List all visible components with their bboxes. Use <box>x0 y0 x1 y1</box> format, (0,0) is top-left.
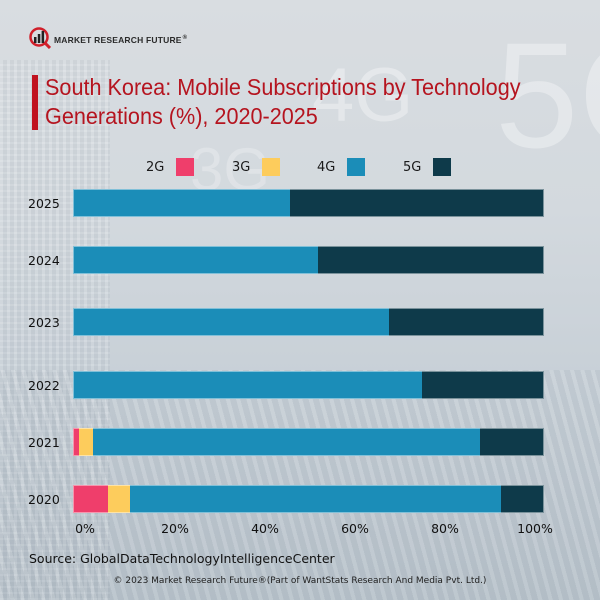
brand-logo: MARKET RESEARCH FUTURE® <box>29 27 188 50</box>
y-tick-label: 2023 <box>28 315 60 330</box>
bar-segment-2021-3g <box>79 428 94 456</box>
legend-item-4g: 4G <box>317 158 366 176</box>
bar-segment-2025-4g <box>73 189 290 217</box>
bar-segment-2023-4g <box>73 308 389 336</box>
legend-item-3g: 3G <box>232 158 281 176</box>
x-tick-label: 20% <box>161 521 189 536</box>
chart-legend: 2G 3G 4G 5G <box>0 158 600 178</box>
legend-label: 4G <box>317 159 336 175</box>
bar-segment-2022-4g <box>73 371 422 399</box>
source-note: Source: GlobalDataTechnologyIntelligence… <box>29 551 335 566</box>
x-tick-label: 60% <box>341 521 369 536</box>
background-5g-text: 5G <box>495 11 600 179</box>
bar-segment-2021-5g <box>479 428 544 456</box>
bar-segment-2020-2g <box>73 485 108 513</box>
bar-segment-2022-5g <box>421 371 544 399</box>
legend-item-5g: 5G <box>403 158 452 176</box>
bar-segment-2021-2g <box>73 428 80 456</box>
chart-title: South Korea: Mobile Subscriptions by Tec… <box>45 74 521 129</box>
bar-segment-2021-4g <box>93 428 480 456</box>
title-accent-bar <box>32 75 38 130</box>
copyright-note: © 2023 Market Research Future®(Part of W… <box>113 576 487 586</box>
x-tick-label: 80% <box>431 521 459 536</box>
y-tick-label: 2020 <box>28 492 60 507</box>
bar-segment-2023-5g <box>388 308 544 336</box>
logo-text: MARKET RESEARCH FUTURE® <box>54 35 188 45</box>
legend-label: 5G <box>403 159 422 175</box>
logo-magnifier-chart-icon <box>29 27 52 50</box>
legend-item-2g: 2G <box>146 158 195 176</box>
bar-segment-2020-4g <box>129 485 502 513</box>
x-tick-label: 40% <box>251 521 279 536</box>
bar-segment-2020-5g <box>501 485 544 513</box>
x-tick-label: 100% <box>517 521 553 536</box>
bar-segment-2025-5g <box>289 189 544 217</box>
legend-swatch <box>347 158 366 176</box>
y-tick-label: 2022 <box>28 378 60 393</box>
legend-label: 2G <box>146 159 165 175</box>
legend-swatch <box>262 158 281 176</box>
legend-swatch <box>176 158 195 176</box>
legend-swatch <box>433 158 452 176</box>
legend-label: 3G <box>232 159 251 175</box>
x-tick-label: 0% <box>75 521 95 536</box>
y-tick-label: 2025 <box>28 196 60 211</box>
bar-segment-2024-5g <box>317 246 544 274</box>
bar-segment-2024-4g <box>73 246 318 274</box>
y-tick-label: 2024 <box>28 253 60 268</box>
background-4g-text: 4G <box>312 53 414 138</box>
bar-segment-2020-3g <box>107 485 130 513</box>
y-tick-label: 2021 <box>28 435 60 450</box>
